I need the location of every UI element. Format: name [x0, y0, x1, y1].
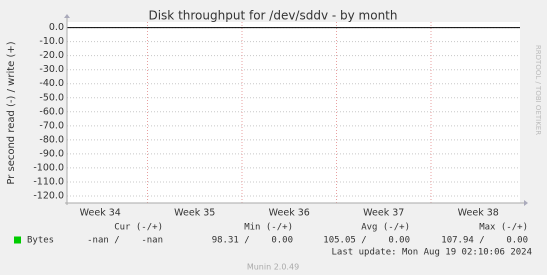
plot-area	[67, 22, 520, 203]
y-tick-label: -70.0	[39, 120, 64, 131]
legend-header: Min (-/+)	[244, 223, 293, 233]
y-tick-label: -40.0	[39, 78, 64, 89]
x-tick-label: Week 35	[174, 208, 215, 219]
y-tick-label: -10.0	[39, 36, 64, 47]
x-tick-label: Week 37	[363, 208, 404, 219]
x-arrow	[524, 200, 528, 206]
y-tick-label: -80.0	[39, 134, 64, 145]
footer: Munin 2.0.49	[247, 263, 299, 272]
chart-title: Disk throughput for /dev/sddv - by month	[148, 9, 397, 23]
y-tick-label: -120.0	[33, 190, 64, 201]
x-tick-label: Week 34	[80, 208, 121, 219]
x-tick-label: Week 36	[269, 208, 310, 219]
last-update: Last update: Mon Aug 19 02:10:06 2024	[332, 248, 532, 258]
legend-header: Max (-/+)	[479, 223, 528, 233]
y-tick-label: -90.0	[39, 148, 64, 159]
y-tick-label: -20.0	[39, 50, 64, 61]
y-tick-label: 0.0	[49, 22, 64, 33]
x-tick-label: Week 38	[458, 208, 499, 219]
legend-header: Avg (-/+)	[361, 223, 410, 233]
legend-cell: 107.94 / 0.00	[441, 236, 528, 246]
legend-cell: 98.31 / 0.00	[212, 236, 293, 246]
y-axis-label: Pr second read (-) / write (+)	[6, 41, 17, 184]
y-tick-label: -50.0	[39, 92, 64, 103]
y-tick-label: -30.0	[39, 64, 64, 75]
legend-swatch	[14, 236, 21, 244]
legend-cell: -nan / -nan	[87, 236, 163, 246]
legend-cell: 105.05 / 0.00	[323, 236, 410, 246]
watermark: RRDTOOL / TOBI OETIKER	[534, 45, 542, 135]
legend-name: Bytes	[27, 236, 54, 246]
y-arrow	[64, 14, 70, 18]
legend-header: Cur (-/+)	[114, 223, 163, 233]
y-tick-label: -100.0	[33, 162, 64, 173]
y-tick-label: -110.0	[33, 176, 64, 187]
y-tick-label: -60.0	[39, 106, 64, 117]
